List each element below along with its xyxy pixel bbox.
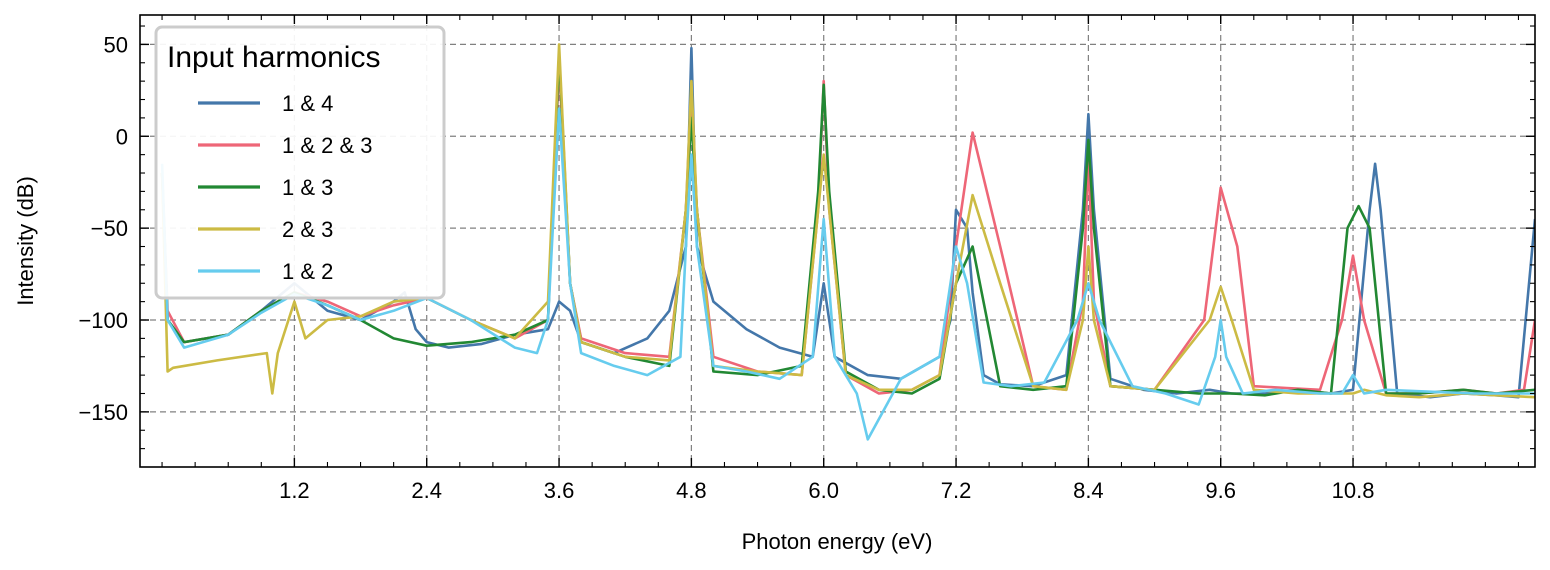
x-tick-label: 6.0 bbox=[808, 478, 839, 503]
series-line-4 bbox=[160, 43, 1535, 399]
x-tick-label: 8.4 bbox=[1073, 478, 1104, 503]
y-tick-label: 0 bbox=[116, 124, 128, 149]
x-tick-label: 4.8 bbox=[676, 478, 707, 503]
y-tick-label: −50 bbox=[91, 216, 128, 241]
legend-title: Input harmonics bbox=[167, 41, 380, 74]
y-tick-label: −100 bbox=[78, 308, 128, 333]
y-axis-title: Intensity (dB) bbox=[13, 176, 38, 306]
plot-frame bbox=[139, 14, 1536, 468]
series-line-5 bbox=[160, 107, 1535, 441]
x-tick-label: 9.6 bbox=[1205, 478, 1236, 503]
legend-label-2: 1 & 2 & 3 bbox=[282, 133, 373, 158]
x-tick-label: 7.2 bbox=[941, 478, 972, 503]
x-tick-label: 2.4 bbox=[411, 478, 442, 503]
legend-label-3: 1 & 3 bbox=[282, 175, 333, 200]
tick-labels: 1.2 2.4 3.6 4.8 6.0 7.2 8.4 9.6 10.8 50 0 −50 −100 −1… bbox=[78, 32, 1374, 503]
x-axis-title: Photon energy (eV) bbox=[742, 529, 933, 554]
y-tick-label: 50 bbox=[104, 32, 128, 57]
axis-ticks bbox=[140, 15, 1535, 467]
x-tick-label: 1.2 bbox=[279, 478, 310, 503]
y-tick-label: −150 bbox=[78, 400, 128, 425]
legend-label-5: 1 & 2 bbox=[282, 259, 333, 284]
legend-label-1: 1 & 4 bbox=[282, 91, 333, 116]
legend-label-4: 2 & 3 bbox=[282, 217, 333, 242]
x-tick-label: 3.6 bbox=[544, 478, 575, 503]
x-tick-label: 10.8 bbox=[1332, 478, 1375, 503]
legend: Input harmonics 1 & 4 1 & 2 & 3 1 & 3 2 & 3… bbox=[154, 25, 446, 300]
